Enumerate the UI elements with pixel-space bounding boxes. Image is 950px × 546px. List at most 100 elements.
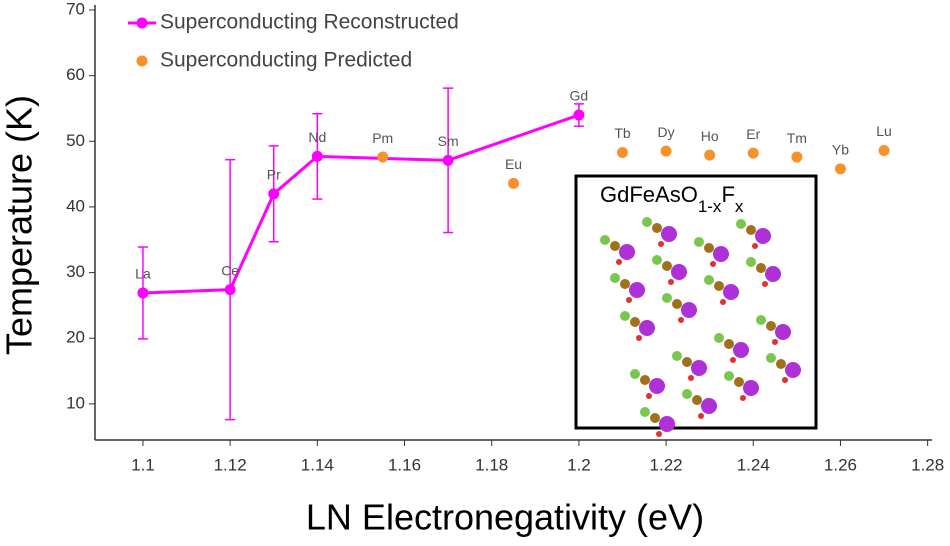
y-tick-label: 10 [66,393,85,412]
y-tick-label: 40 [66,196,85,215]
y-tick-label: 20 [66,328,85,347]
atom [640,407,650,417]
atom [672,299,682,309]
point-label: Yb [832,142,849,158]
point [508,177,519,189]
atom [626,297,632,303]
atom [600,235,610,245]
x-tick-label: 1.18 [475,455,508,474]
inset: GdFeAsO1-xFx [574,174,818,437]
atom [658,241,664,247]
atom [661,226,677,242]
atom [619,244,635,260]
point [660,145,672,157]
atom [652,255,662,265]
atom [659,416,675,432]
point-label: Sm [438,133,459,149]
atom [736,219,746,229]
point [791,151,803,163]
atom [704,243,714,253]
atom [620,279,630,289]
atom [704,275,714,285]
point [137,287,149,299]
point-label: Eu [505,156,522,172]
point-label: Lu [876,123,892,139]
inset-title: GdFeAsO1-xFx [600,182,744,217]
point [311,150,323,162]
atom [616,259,622,265]
legend-label: Superconducting Predicted [160,49,412,72]
point-label: Ce [221,262,239,278]
atom [640,375,650,385]
atom [756,263,766,273]
atom [642,217,652,227]
atom [662,293,672,303]
atom [755,228,771,244]
atom [740,395,746,401]
point-label: Dy [658,124,675,140]
atom [752,243,758,249]
atom [730,357,736,363]
atom [775,324,791,340]
point-label: Tm [787,130,807,146]
atom [636,335,642,341]
atom [620,311,630,321]
y-tick-label: 70 [66,0,85,18]
y-tick-label: 50 [66,131,85,150]
atom [743,380,759,396]
x-tick-label: 1.26 [824,455,857,474]
atom [772,339,778,345]
atom [682,357,692,367]
atom [766,353,776,363]
atom [691,360,707,376]
legend-marker [136,17,148,29]
point [573,109,585,121]
formula: F [721,182,734,207]
x-tick-label: 1.14 [301,455,334,474]
atom [656,431,662,437]
atom [720,299,726,305]
atom [610,241,620,251]
atom [734,377,744,387]
point [878,144,890,156]
atom [639,320,655,336]
atom [762,281,768,287]
atom [681,302,697,318]
y-axis-title: Temperature (K) [0,95,40,355]
point-label: La [135,266,151,282]
atom [723,284,739,300]
atom [649,378,665,394]
atom [650,413,660,423]
x-tick-label: 1.24 [737,455,770,474]
atom [630,317,640,327]
atom [671,264,687,280]
atom [629,282,645,298]
x-tick-label: 1.22 [650,455,683,474]
y-tick-label: 60 [66,65,85,84]
atom [724,371,734,381]
point [268,188,280,200]
formula-sub: 1-x [698,197,722,216]
x-tick-label: 1.16 [388,455,421,474]
point [834,163,846,175]
atom [646,393,652,399]
point [616,146,628,158]
point [747,147,759,159]
formula: GdFeAsO [600,182,698,207]
y-tick-label: 30 [66,262,85,281]
atom [662,261,672,271]
point [704,149,716,161]
atom [724,339,734,349]
atom [610,273,620,283]
x-tick-label: 1.1 [131,455,155,474]
x-tick-label: 1.28 [911,455,944,474]
atom [713,246,729,262]
atom [698,413,704,419]
atom [710,261,716,267]
atom [668,279,674,285]
point-label: Nd [308,129,326,145]
point-label: Er [746,126,760,142]
legend-label: Superconducting Reconstructed [160,11,459,34]
atom [785,362,801,378]
atom [688,375,694,381]
